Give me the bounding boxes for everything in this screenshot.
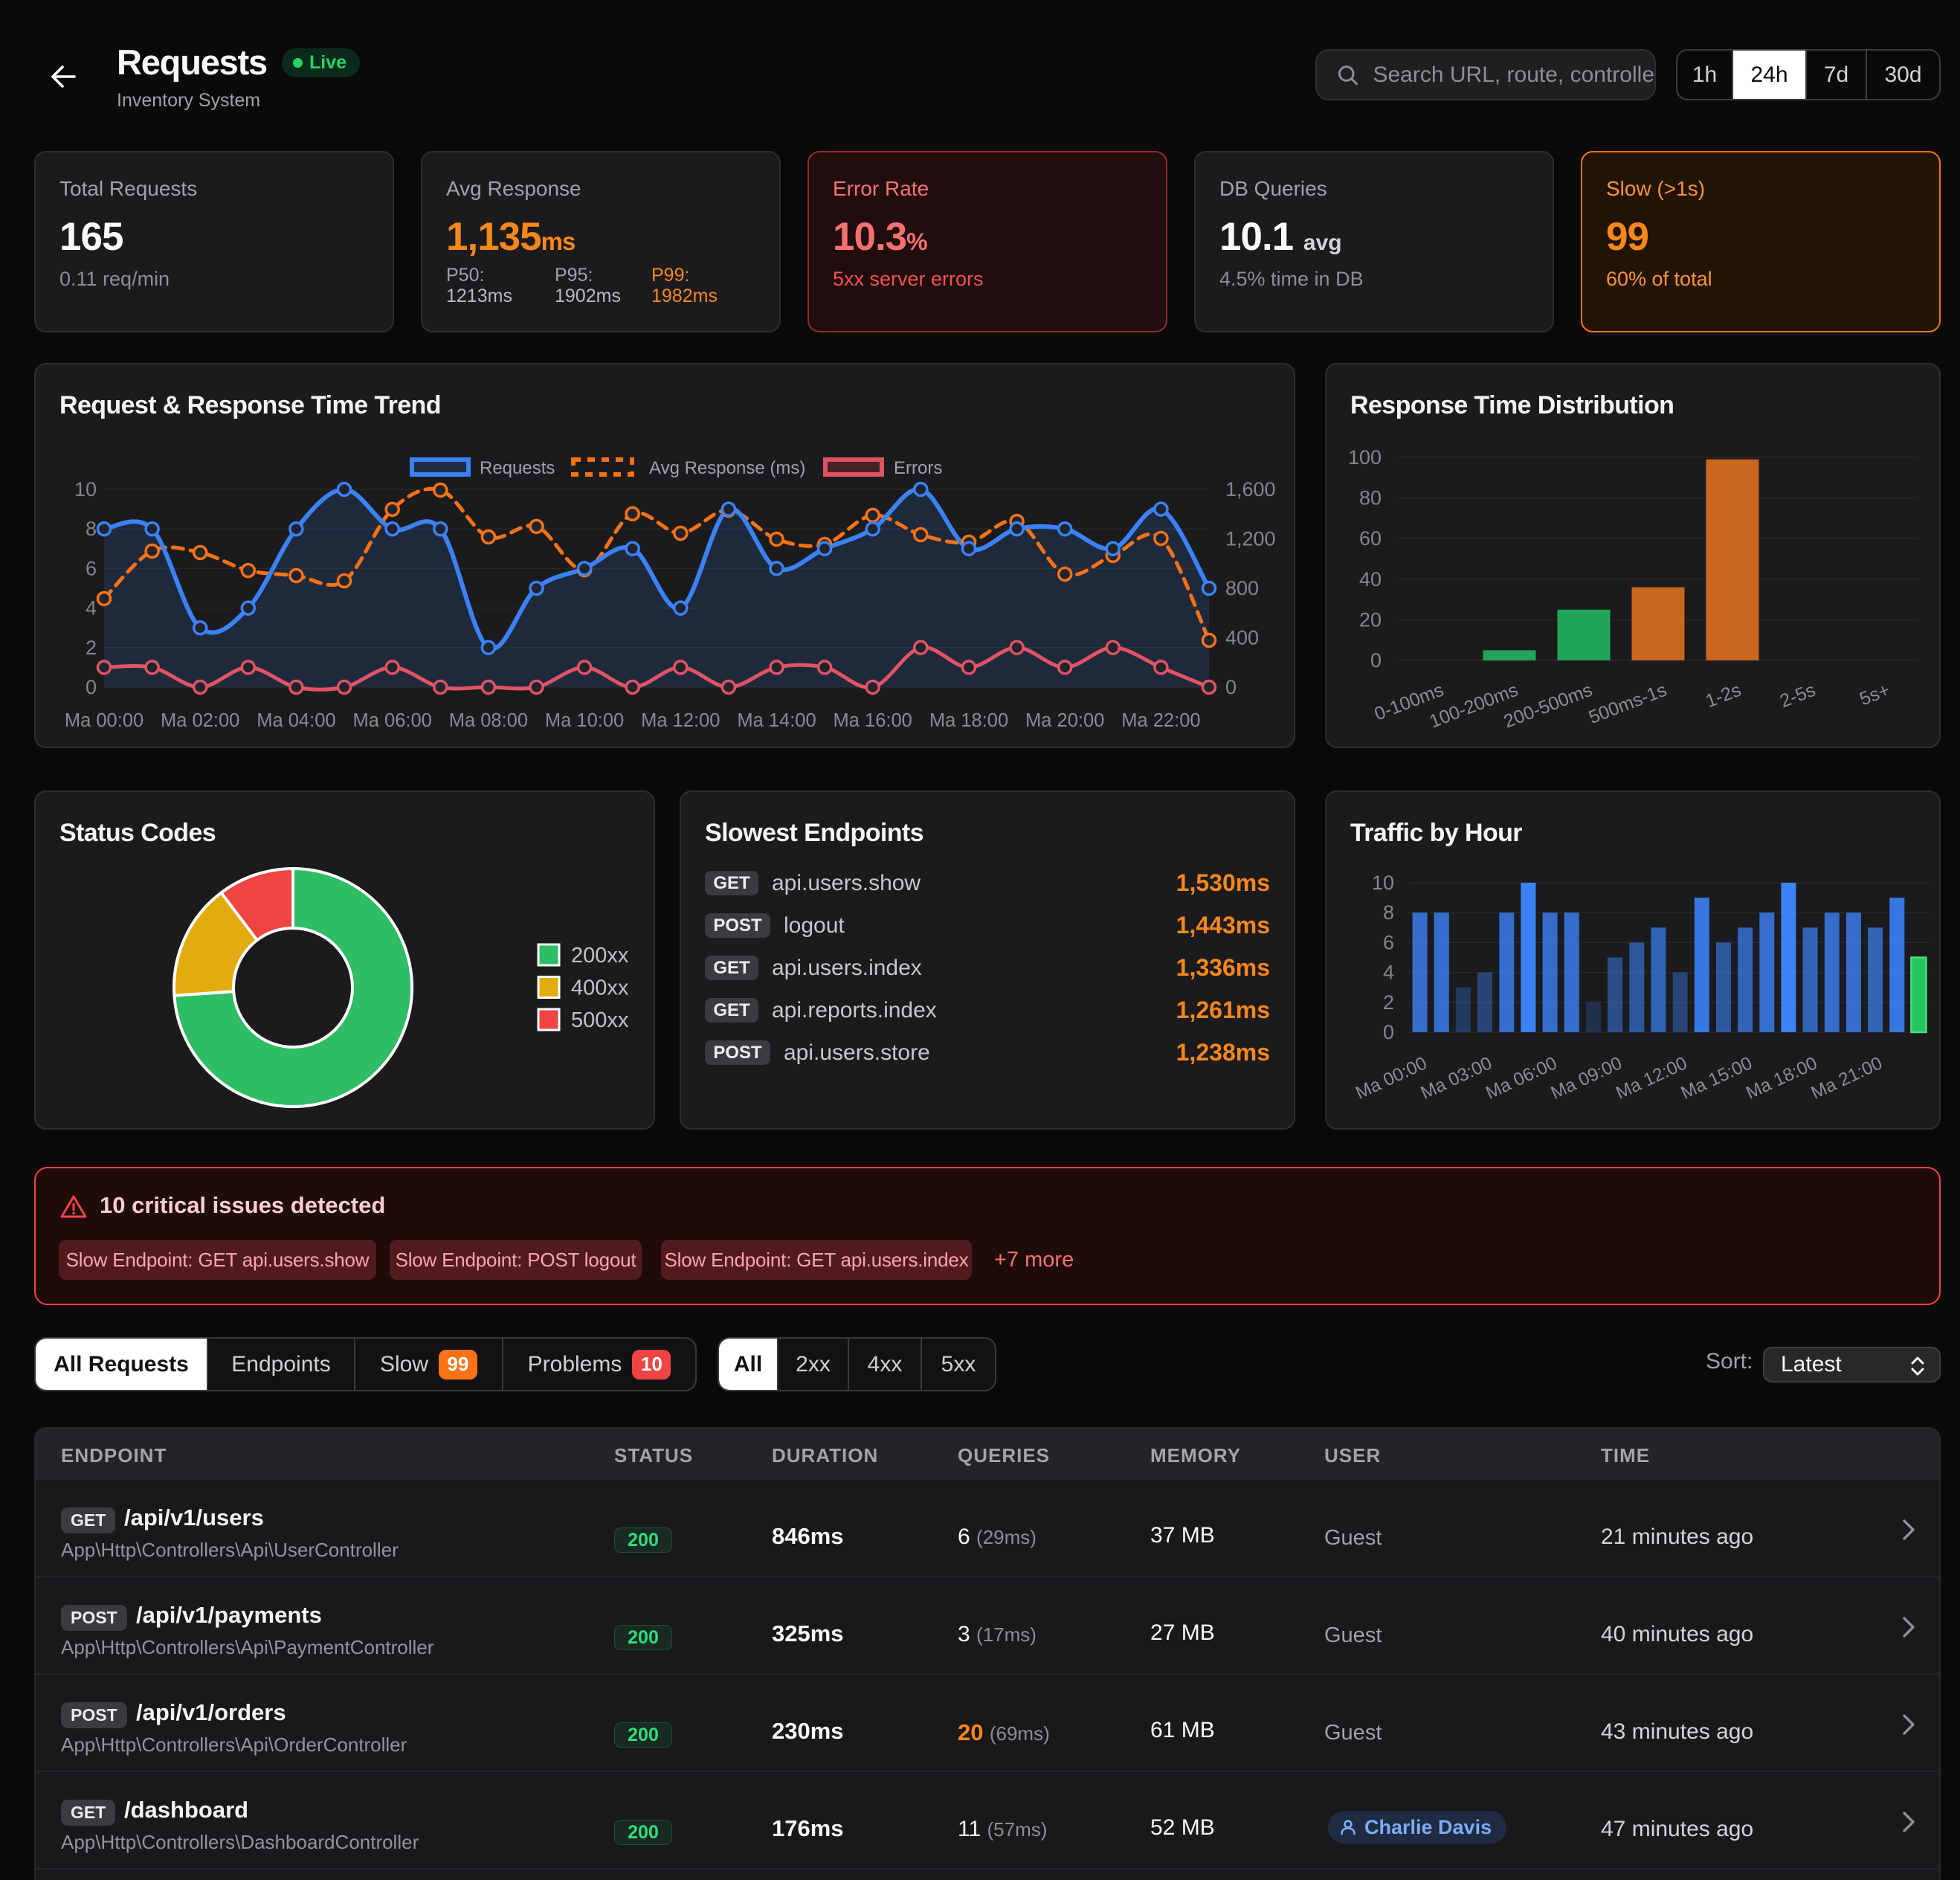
svg-text:Ma 12:00: Ma 12:00 [641,710,720,731]
svg-text:Ma 00:00: Ma 00:00 [65,710,144,731]
svg-text:6: 6 [86,557,97,579]
svg-text:Ma 02:00: Ma 02:00 [161,710,239,731]
svg-text:80: 80 [1359,487,1382,509]
svg-text:Ma 06:00: Ma 06:00 [353,710,432,731]
svg-text:Ma 18:00: Ma 18:00 [1743,1053,1820,1104]
svg-text:0: 0 [1225,676,1237,698]
svg-text:10: 10 [74,478,97,500]
svg-text:4: 4 [86,597,97,619]
svg-text:1,200: 1,200 [1225,528,1276,550]
svg-text:800: 800 [1225,577,1259,599]
svg-text:0: 0 [86,676,97,698]
svg-text:Ma 08:00: Ma 08:00 [449,710,528,731]
svg-text:500ms-1s: 500ms-1s [1586,680,1670,728]
svg-text:8: 8 [1383,901,1394,924]
svg-text:Ma 09:00: Ma 09:00 [1548,1053,1625,1104]
svg-text:Ma 18:00: Ma 18:00 [929,710,1008,731]
svg-text:Ma 03:00: Ma 03:00 [1418,1053,1495,1104]
svg-text:Requests: Requests [480,458,555,478]
svg-text:400: 400 [1225,627,1259,649]
svg-text:Ma 21:00: Ma 21:00 [1808,1053,1886,1104]
svg-text:1,600: 1,600 [1225,478,1276,500]
svg-text:4: 4 [1383,962,1394,984]
svg-text:2-5s: 2-5s [1777,680,1818,712]
svg-text:Ma 04:00: Ma 04:00 [257,710,335,731]
svg-text:Ma 12:00: Ma 12:00 [1613,1053,1690,1104]
svg-text:200xx: 200xx [571,944,629,968]
svg-text:10: 10 [1372,872,1394,894]
svg-text:60: 60 [1359,527,1382,550]
svg-text:2: 2 [1383,991,1394,1014]
svg-text:Ma 20:00: Ma 20:00 [1025,710,1104,731]
svg-text:20: 20 [1359,608,1382,631]
svg-text:Errors: Errors [894,458,942,478]
svg-text:Ma 22:00: Ma 22:00 [1121,710,1200,731]
svg-text:5s+: 5s+ [1857,680,1892,710]
svg-text:Ma 10:00: Ma 10:00 [545,710,624,731]
svg-text:500xx: 500xx [571,1008,629,1032]
svg-text:Ma 06:00: Ma 06:00 [1483,1053,1560,1104]
svg-text:Ma 16:00: Ma 16:00 [834,710,912,731]
svg-text:2: 2 [86,637,97,659]
svg-text:Ma 15:00: Ma 15:00 [1678,1053,1756,1104]
svg-text:Avg Response (ms): Avg Response (ms) [649,458,805,478]
svg-text:100: 100 [1348,446,1382,469]
svg-text:0: 0 [1370,649,1382,672]
svg-text:Ma 00:00: Ma 00:00 [1353,1053,1430,1104]
svg-text:1-2s: 1-2s [1703,680,1744,712]
svg-text:0: 0 [1383,1021,1394,1043]
svg-text:8: 8 [86,518,97,540]
svg-text:40: 40 [1359,568,1382,590]
svg-text:6: 6 [1383,931,1394,953]
svg-text:Ma 14:00: Ma 14:00 [737,710,816,731]
svg-text:400xx: 400xx [571,976,629,1000]
